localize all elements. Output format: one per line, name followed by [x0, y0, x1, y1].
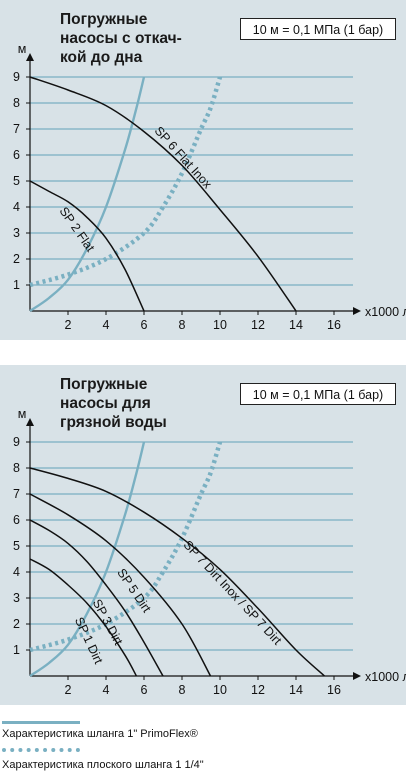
- chart-panel-dirt: Погружные насосы для грязной воды 10 м =…: [0, 365, 406, 705]
- x-tick-label: 14: [289, 318, 303, 332]
- y-tick-label: 9: [13, 70, 20, 84]
- y-tick-label: 4: [13, 200, 20, 214]
- y-tick-label: 7: [13, 122, 20, 136]
- x-tick-label: 12: [251, 318, 265, 332]
- x-tick-label: 14: [289, 683, 303, 697]
- legend-swatch-solid: [2, 721, 80, 724]
- x-tick-label: 16: [327, 318, 341, 332]
- chart-title: Погружные насосы для грязной воды: [60, 376, 167, 431]
- x-tick-label: 16: [327, 683, 341, 697]
- x-tick-label: 2: [65, 318, 72, 332]
- x-axis-label: x1000 л/ч: [365, 305, 406, 319]
- x-tick-label: 6: [141, 318, 148, 332]
- y-tick-label: 7: [13, 487, 20, 501]
- legend-swatch-dotted: [2, 748, 80, 752]
- y-tick-label: 1: [13, 278, 20, 292]
- x-axis-label: x1000 л/ч: [365, 670, 406, 684]
- pump-curve: [29, 76, 297, 312]
- y-tick-label: 5: [13, 539, 20, 553]
- y-tick-label: 6: [13, 513, 20, 527]
- pump-curve: [29, 493, 212, 677]
- x-tick-label: 10: [213, 683, 227, 697]
- legend-label-solid: Характеристика шланга 1" PrimoFlex®: [2, 728, 198, 740]
- hose-curve-primoflex: [29, 76, 146, 312]
- x-tick-label: 12: [251, 683, 265, 697]
- x-axis-arrow: [353, 672, 361, 680]
- y-tick-label: 2: [13, 617, 20, 631]
- pump-curve: [29, 180, 145, 312]
- hose-curve-flat: [29, 76, 223, 288]
- y-tick-label: 8: [13, 96, 20, 110]
- x-tick-label: 8: [179, 318, 186, 332]
- x-tick-label: 8: [179, 683, 186, 697]
- x-tick-label: 4: [103, 318, 110, 332]
- x-axis-arrow: [353, 307, 361, 315]
- x-tick-label: 6: [141, 683, 148, 697]
- pump-curve: [29, 519, 164, 677]
- y-axis-label: м: [18, 407, 27, 421]
- y-tick-label: 3: [13, 591, 20, 605]
- x-tick-label: 10: [213, 318, 227, 332]
- unit-note: 10 м = 0,1 МПа (1 бар): [240, 18, 396, 40]
- pump-curve: [29, 558, 138, 677]
- chart-panel-flat: Погружные насосы с откач- кой до дна 10 …: [0, 0, 406, 340]
- y-axis-label: м: [18, 42, 27, 56]
- chart-title: Погружные насосы с откач- кой до дна: [60, 11, 182, 66]
- y-tick-label: 9: [13, 435, 20, 449]
- y-tick-label: 1: [13, 643, 20, 657]
- series-label: SP 2 Flat: [57, 204, 98, 254]
- hose-curve-primoflex: [29, 441, 146, 677]
- y-tick-label: 5: [13, 174, 20, 188]
- y-tick-label: 8: [13, 461, 20, 475]
- y-axis-arrow: [26, 53, 34, 61]
- x-tick-label: 4: [103, 683, 110, 697]
- x-tick-label: 2: [65, 683, 72, 697]
- hose-curve-flat: [29, 441, 223, 653]
- y-tick-label: 3: [13, 226, 20, 240]
- y-axis-arrow: [26, 418, 34, 426]
- y-tick-label: 4: [13, 565, 20, 579]
- pump-curve: [29, 467, 326, 677]
- series-label: SP 7 Dirt Inox / SP 7 Dirt: [181, 538, 285, 648]
- y-tick-label: 6: [13, 148, 20, 162]
- unit-note: 10 м = 0,1 МПа (1 бар): [240, 383, 396, 405]
- legend-label-dotted: Характеристика плоского шланга 1 1/4": [2, 759, 204, 771]
- y-tick-label: 2: [13, 252, 20, 266]
